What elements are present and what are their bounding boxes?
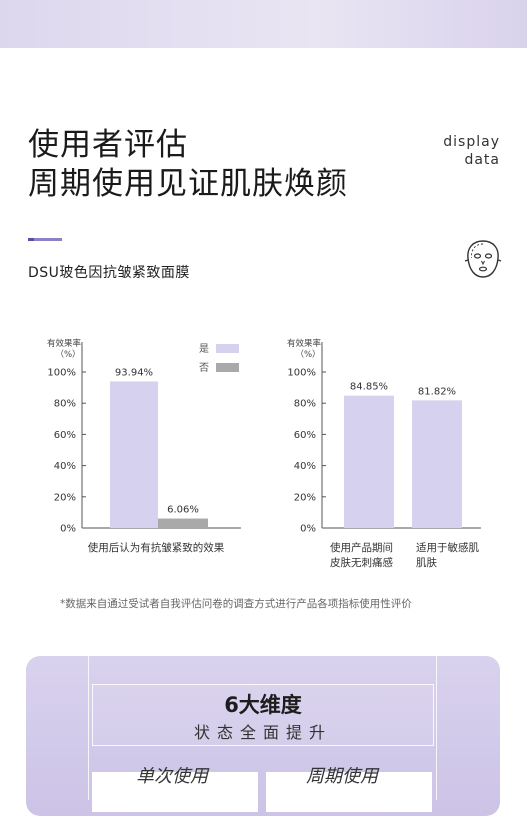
category-label-no-sting-line1: 使用产品期间 [330,541,393,554]
y-tick-label: 80% [54,399,76,410]
data-source-footnote: *数据来自通过受试者自我评估问卷的调查方式进行产品各项指标使用性评价 [60,598,412,610]
y-tick-label: 60% [54,430,76,441]
legend-label-no: 否 [199,362,209,374]
top-banner [0,0,527,48]
bar-no [158,518,208,528]
y-tick-label: 20% [294,492,316,503]
accent-divider [28,238,62,241]
chart-comfort-rate: 有效果率 （%） 0% 20% 40% 60% 80% 100% 84.85% 81.82… [287,338,481,569]
legend-swatch-no [216,363,239,372]
category-label-sensitive-line1: 适用于敏感肌 [416,541,479,554]
category-label-no-sting-line2: 皮肤无刺痛感 [330,556,393,569]
y-tick-label: 60% [294,430,316,441]
bar-sensitive-skin [412,400,462,528]
y-tick-label: 20% [54,492,76,503]
y-tick-label: 40% [54,461,76,472]
column-label-periodic-use: 周期使用 [306,766,378,787]
title-line-1: 使用者评估 [28,127,188,163]
column-label-single-use: 单次使用 [136,766,208,787]
category-label-sensitive-line2: 肌肤 [416,556,437,569]
dimensions-heading-box: 6大维度 状态全面提升 [92,684,434,746]
category-label: 使用后认为有抗皱紧致的效果 [88,541,225,554]
bar-no-sting [344,395,394,528]
data-label-no: 6.06% [167,505,199,516]
display-word-line-2: data [464,152,500,168]
display-data-label: display data [443,133,500,169]
y-tick-label: 80% [294,399,316,410]
y-tick-label: 100% [287,368,316,379]
data-label-sensitive-skin: 81.82% [418,386,456,397]
legend-swatch-yes [216,344,239,353]
dimensions-subtitle: 状态全面提升 [193,723,332,742]
y-tick-label: 0% [60,524,76,535]
accent-divider-dot [28,238,34,241]
y-tick-label: 0% [300,524,316,535]
y-axis-label-line2: （%） [295,349,320,360]
legend-label-yes: 是 [199,343,209,355]
title-line-2: 周期使用见证肌肤焕颜 [28,166,348,202]
y-axis-label-line1: 有效果率 [287,338,322,349]
bar-yes [110,381,158,528]
page-title: 使用者评估 周期使用见证肌肤焕颜 [28,126,348,204]
product-name: DSU玻色因抗皱紧致面膜 [28,265,190,281]
grid-line [436,654,437,800]
grid-line [88,654,89,800]
display-word-line-1: display [443,134,500,150]
y-tick-label: 100% [47,368,76,379]
y-axis-label-line2: （%） [55,349,80,360]
dimensions-title: 6大维度 [224,693,302,717]
y-axis-label-line1: 有效果率 [47,338,82,349]
data-label-yes: 93.94% [115,367,153,378]
chart-effect-rate: 有效果率 （%） 0% 20% 40% 60% 80% 100% 93.94% 6.06%… [47,338,241,554]
face-mask-icon [464,240,502,278]
y-tick-label: 40% [294,461,316,472]
data-label-no-sting: 84.85% [350,382,388,393]
